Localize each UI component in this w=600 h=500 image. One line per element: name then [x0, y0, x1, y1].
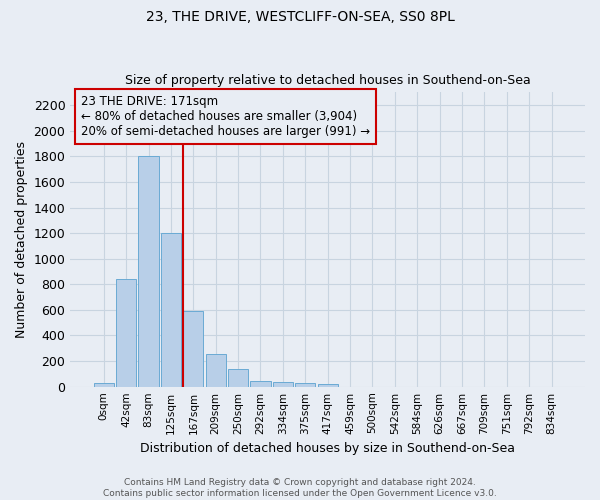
Bar	[228, 370, 248, 386]
Bar	[161, 233, 181, 386]
Text: 23, THE DRIVE, WESTCLIFF-ON-SEA, SS0 8PL: 23, THE DRIVE, WESTCLIFF-ON-SEA, SS0 8PL	[146, 10, 454, 24]
Bar	[273, 382, 293, 386]
Bar	[116, 278, 136, 386]
Bar	[94, 384, 114, 386]
Y-axis label: Number of detached properties: Number of detached properties	[15, 141, 28, 338]
Bar	[139, 156, 158, 386]
Bar	[183, 310, 203, 386]
Text: 23 THE DRIVE: 171sqm
← 80% of detached houses are smaller (3,904)
20% of semi-de: 23 THE DRIVE: 171sqm ← 80% of detached h…	[80, 96, 370, 138]
X-axis label: Distribution of detached houses by size in Southend-on-Sea: Distribution of detached houses by size …	[140, 442, 515, 455]
Bar	[206, 354, 226, 386]
Text: Contains HM Land Registry data © Crown copyright and database right 2024.
Contai: Contains HM Land Registry data © Crown c…	[103, 478, 497, 498]
Bar	[295, 383, 316, 386]
Bar	[317, 384, 338, 386]
Title: Size of property relative to detached houses in Southend-on-Sea: Size of property relative to detached ho…	[125, 74, 530, 87]
Bar	[250, 381, 271, 386]
